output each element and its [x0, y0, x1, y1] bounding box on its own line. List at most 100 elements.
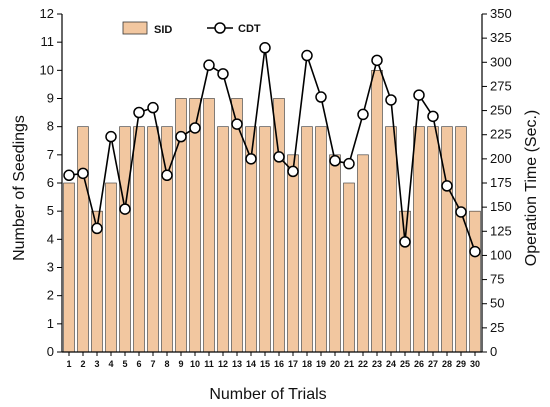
bar-sid [77, 126, 89, 353]
cdt-point [161, 169, 173, 182]
x-tick-label: 9 [178, 359, 183, 369]
cdt-point [413, 89, 425, 101]
x-tick-label: 30 [470, 359, 480, 369]
bar-series [63, 70, 481, 353]
x-tick-label: 16 [274, 359, 284, 369]
cdt-point [287, 165, 299, 178]
bar-sid [287, 154, 299, 353]
bar-sid [441, 126, 453, 353]
cdt-point [427, 110, 439, 123]
cdt-point [357, 108, 369, 121]
bar-sid [329, 154, 341, 353]
bar-sid [189, 98, 201, 353]
cdt-point [91, 222, 103, 235]
bar-sid [315, 126, 327, 353]
x-tick-label: 13 [232, 359, 242, 369]
cdt-point [259, 42, 271, 54]
x-tick-label: 21 [344, 359, 354, 369]
bar-sid [455, 126, 467, 353]
x-tick-label: 20 [330, 359, 340, 369]
x-tick-label: 4 [108, 359, 113, 369]
cdt-point [343, 157, 355, 170]
right-tick-label: 125 [490, 223, 512, 238]
x-tick-label: 12 [218, 359, 228, 369]
legend-label-cdt: CDT [238, 23, 261, 35]
x-tick-label: 22 [358, 359, 368, 369]
left-tick-label: 10 [40, 62, 54, 77]
cdt-point [399, 236, 411, 248]
left-tick-label: 2 [47, 288, 54, 303]
right-tick-label: 350 [490, 6, 512, 21]
cdt-point [189, 122, 201, 134]
cdt-point [105, 130, 117, 143]
x-tick-label: 10 [190, 359, 200, 369]
right-tick-label: 25 [490, 320, 504, 335]
cdt-point [231, 118, 243, 130]
x-tick-label: 11 [204, 359, 214, 369]
bar-sid [343, 182, 355, 353]
right-tick-label: 200 [490, 151, 512, 166]
cdt-point [175, 130, 187, 143]
left-tick-label: 5 [47, 203, 54, 218]
bar-sid [217, 126, 229, 353]
cdt-point [77, 167, 89, 180]
right-tick-label: 100 [490, 247, 512, 262]
cdt-point [329, 155, 341, 167]
bar-sid [385, 126, 397, 353]
left-tick-label: 11 [41, 34, 55, 49]
cdt-point [301, 49, 313, 62]
cdt-point [469, 245, 481, 258]
left-tick-label: 6 [47, 175, 54, 190]
right-tick-label: 150 [490, 199, 512, 214]
cdt-point [203, 59, 215, 71]
cdt-point [147, 101, 159, 114]
cdt-point [385, 94, 397, 106]
bar-sid [413, 126, 425, 353]
bar-sid [371, 70, 383, 353]
bar-sid [63, 182, 75, 353]
left-tick-label: 0 [47, 344, 54, 359]
cdt-point [217, 68, 229, 80]
cdt-point [371, 54, 383, 67]
left-tick-label: 1 [47, 316, 54, 331]
x-tick-label: 24 [386, 359, 396, 369]
left-tick-label: 3 [47, 260, 54, 275]
cdt-point [133, 106, 145, 119]
left-axis-title: Number of Seedings [11, 115, 28, 261]
cdt-point [315, 91, 327, 103]
right-tick-label: 325 [490, 30, 512, 45]
x-tick-label: 26 [414, 359, 424, 369]
left-tick-label: 12 [40, 6, 54, 21]
x-tick-label: 25 [400, 359, 410, 369]
x-tick-label: 2 [80, 359, 85, 369]
line-series [63, 42, 481, 258]
cdt-point [455, 206, 467, 218]
x-tick-label: 19 [316, 359, 326, 369]
x-tick-label: 8 [164, 359, 169, 369]
x-tick-label: 14 [246, 359, 256, 369]
cdt-point [273, 151, 285, 163]
cdt-point [63, 169, 75, 182]
left-tick-label: 9 [47, 91, 54, 106]
right-tick-label: 50 [490, 296, 504, 311]
cdt-point [245, 153, 257, 165]
x-tick-label: 3 [94, 359, 99, 369]
bar-sid [133, 126, 145, 353]
left-tick-label: 4 [47, 231, 54, 246]
bar-sid [203, 98, 215, 353]
bar-sid [357, 154, 369, 353]
bar-sid [105, 182, 117, 353]
x-axis-ticks: 1 2 3 4 5 6 7 8 9 10 11 12 13 14 15 16 17 18 19 20 21 22 23 24 2… [66, 352, 480, 369]
right-tick-label: 250 [490, 103, 512, 118]
bar-sid [259, 126, 271, 353]
x-tick-label: 23 [372, 359, 382, 369]
legend-marker-cdt [214, 22, 226, 34]
x-tick-label: 15 [260, 359, 270, 369]
bar-sid [119, 126, 131, 353]
bar-sid [273, 98, 285, 353]
x-tick-label: 7 [150, 359, 155, 369]
bar-sid [147, 126, 159, 353]
bar-sid [231, 98, 243, 353]
x-tick-label: 5 [122, 359, 127, 369]
